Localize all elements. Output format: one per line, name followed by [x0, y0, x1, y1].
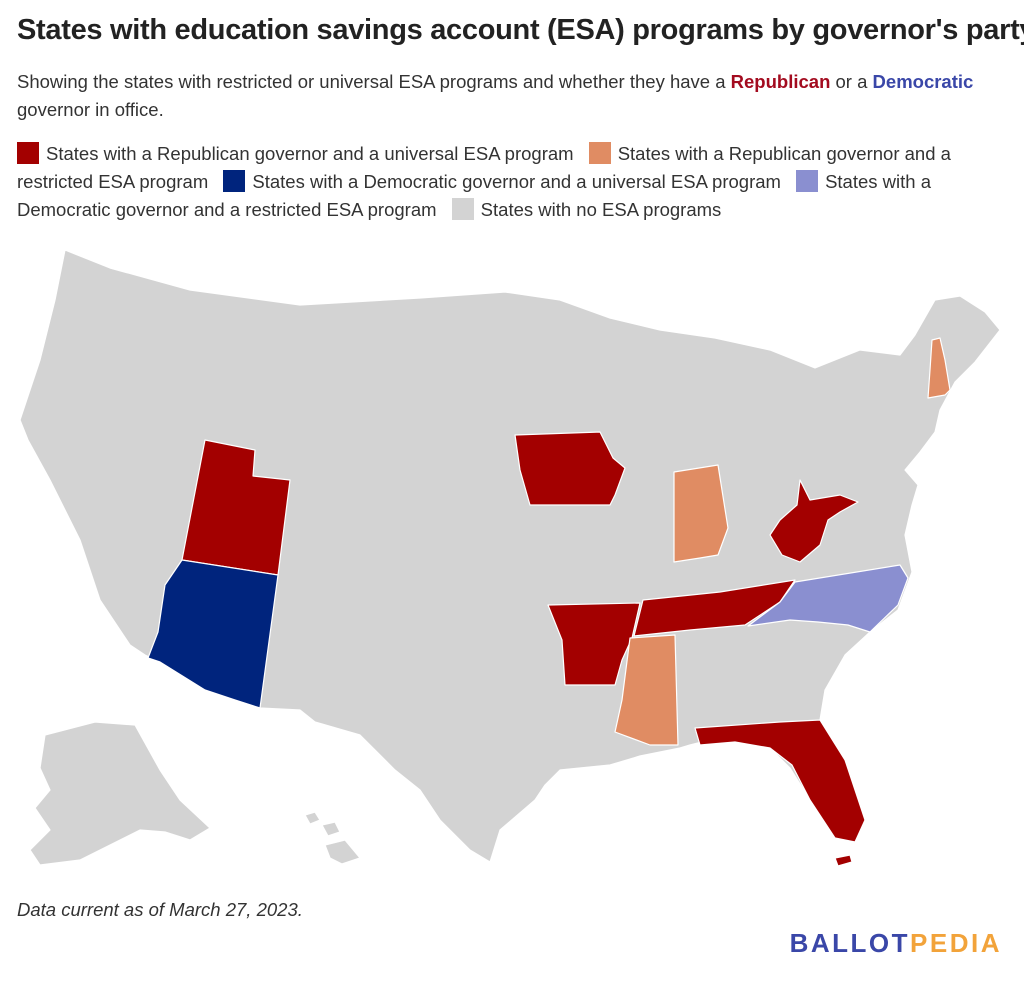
state-hawaii-1: [304, 811, 321, 825]
logo-part-ballot: BALLOT: [789, 928, 911, 958]
ballotpedia-logo[interactable]: BALLOTPEDIA: [790, 928, 1002, 959]
state-arizona: [147, 559, 279, 709]
us-landmass: [19, 249, 1001, 863]
legend-item-dem-universal: States with a Democratic governor and a …: [223, 170, 781, 192]
legend-label: States with a Republican governor and a …: [46, 143, 574, 164]
state-hawaii-3: [324, 839, 361, 865]
legend-item-rep-restricted: States with a Republican governor and a …: [17, 142, 951, 192]
subtitle-democratic: Democratic: [872, 71, 974, 92]
logo-part-pedia: PEDIA: [910, 928, 1002, 958]
state-tennessee: [633, 579, 796, 637]
legend-swatch: [588, 142, 611, 164]
legend-item-no-esa: States with no ESA programs: [451, 198, 722, 220]
state-mississippi: [614, 634, 679, 746]
legend-label: States with a Democratic governor and a …: [252, 171, 781, 192]
state-new-hampshire: [927, 337, 951, 399]
state-indiana: [673, 464, 729, 563]
subtitle-republican: Republican: [730, 71, 831, 92]
legend-swatch: [223, 170, 246, 192]
legend-item-dem-restricted: States with a Democratic governor and a …: [17, 170, 931, 220]
legend-item-rep-universal: States with a Republican governor and a …: [17, 142, 574, 164]
state-hawaii-2: [321, 821, 341, 837]
state-alaska: [29, 721, 211, 866]
state-arkansas: [547, 602, 641, 686]
legend-label: States with a Democratic governor and a …: [17, 171, 931, 220]
state-north-carolina: [747, 564, 909, 633]
state-iowa: [514, 431, 626, 506]
chart-title: States with education savings account (E…: [17, 14, 1024, 46]
legend-swatch: [451, 198, 474, 220]
legend-swatch: [17, 142, 39, 164]
chart-subtitle: Showing the states with restricted or un…: [17, 68, 997, 124]
legend: States with a Republican governor and a …: [17, 140, 1012, 224]
subtitle-text-1: Showing the states with restricted or un…: [17, 71, 731, 92]
state-west-virginia: [769, 479, 859, 563]
legend-label: States with no ESA programs: [480, 199, 722, 220]
legend-label: States with a Republican governor and a …: [17, 143, 951, 192]
subtitle-text-3: governor in office.: [17, 99, 164, 120]
subtitle-text-2: or a: [830, 71, 873, 92]
legend-swatch: [796, 170, 819, 192]
state-florida: [694, 719, 866, 843]
footnote: Data current as of March 27, 2023.: [17, 899, 303, 920]
us-map: [19, 249, 1001, 867]
state-florida-keys: [834, 854, 853, 867]
